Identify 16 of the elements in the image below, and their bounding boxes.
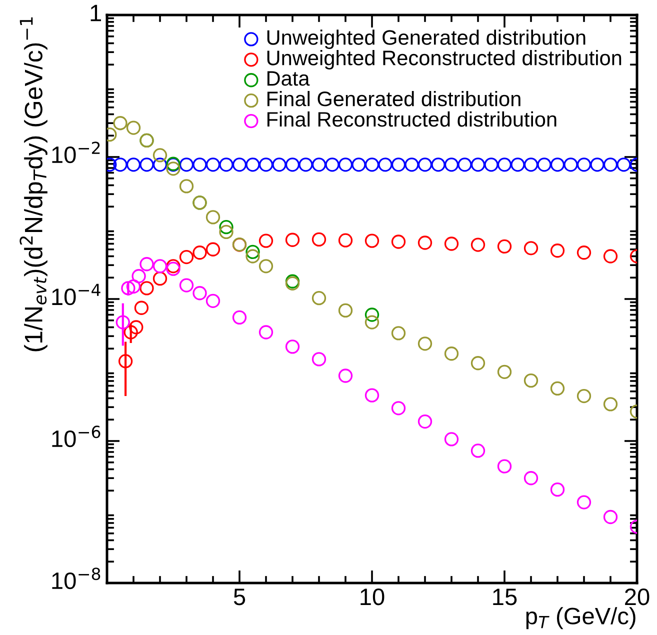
- x-tick-label: 5: [234, 588, 246, 606]
- y-tick-label: 10$^{−2}$: [52, 142, 100, 164]
- legend-label: Data: [267, 71, 310, 86]
- legend-label: Unweighted Generated distribution: [267, 30, 586, 50]
- legend-label: Final Generated distribution: [267, 90, 520, 106]
- y-tick-label: 1: [90, 4, 101, 22]
- y-tick-label: 10$^{−6}$: [52, 426, 100, 448]
- y-tick-label: 10$^{−8}$: [52, 568, 100, 590]
- y-tick-label: 10$^{−4}$: [52, 284, 100, 306]
- x-tick-label: 10: [360, 588, 384, 606]
- legend-label: Final Reconstructed distribution: [267, 111, 556, 127]
- x-tick-label: 20: [625, 588, 650, 606]
- x-tick-label: 15: [493, 588, 517, 606]
- legend-label: Unweighted Reconstructed distribution: [267, 50, 622, 70]
- y-axis-title: (1/N$_{evt}$)(d$^{2}$N/dp$_{T}$dy) (GeV/c)$^{−1}$: [20, 17, 48, 352]
- x-axis-title: p$_{T}$ (GeV/c): [526, 607, 636, 630]
